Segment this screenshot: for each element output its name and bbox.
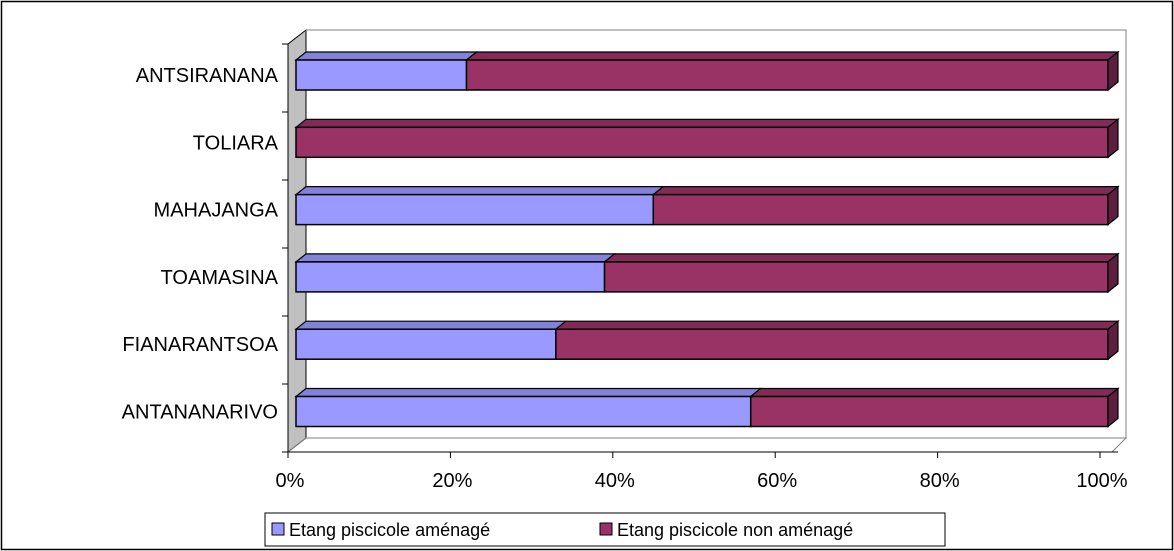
bar-segment[interactable] xyxy=(294,387,763,428)
bar-front-face xyxy=(295,126,1109,159)
bar-side-face xyxy=(1107,118,1119,159)
bar-segment[interactable] xyxy=(294,253,617,293)
legend-label: Etang piscicole aménagé xyxy=(289,520,490,540)
bar-segment[interactable] xyxy=(651,185,1120,226)
bar-segment[interactable] xyxy=(294,51,479,91)
bar-front-face xyxy=(749,395,1109,428)
bar-top-face xyxy=(294,253,617,263)
x-tick-label: 80% xyxy=(920,470,960,492)
legend-swatch xyxy=(599,522,613,536)
category-label: TOAMASINA xyxy=(161,267,279,289)
x-tick-label: 60% xyxy=(757,470,797,492)
back-wall xyxy=(306,29,1127,438)
category-label: ANTSIRANANA xyxy=(136,65,279,87)
bar-side-face xyxy=(1107,185,1119,226)
x-tick-label: 20% xyxy=(432,470,472,492)
axes: ANTSIRANANA TOLIARA MAHAJANGA TOAMASINA FIAN… xyxy=(122,43,1128,492)
bars xyxy=(294,50,1120,428)
bar-front-face xyxy=(295,261,606,293)
x-tick-label: 0% xyxy=(276,470,305,492)
bar-side-face xyxy=(1107,319,1119,361)
bar-segment[interactable] xyxy=(464,50,1120,92)
category-label: ANTANANARIVO xyxy=(122,402,278,424)
bar-front-face xyxy=(555,328,1109,360)
bar-side-face xyxy=(1107,50,1119,92)
x-tick-label: 40% xyxy=(595,470,635,492)
bar-front-face xyxy=(465,59,1109,91)
bar-segment[interactable] xyxy=(554,319,1120,361)
bar-segment[interactable] xyxy=(294,186,665,226)
bar-front-face xyxy=(652,193,1109,226)
bar-top-face xyxy=(294,51,479,61)
bar-front-face xyxy=(295,328,557,360)
bar-segment[interactable] xyxy=(602,252,1120,294)
bar-front-face xyxy=(295,193,655,226)
bar-top-face xyxy=(294,387,763,398)
legend-item[interactable]: Etang piscicole non aménagé xyxy=(599,520,853,540)
x-tick-label: 100% xyxy=(1076,470,1127,492)
bar-top-face xyxy=(554,320,1120,330)
bar-top-face xyxy=(602,253,1120,263)
bar-top-face xyxy=(749,387,1120,398)
category-label: TOLIARA xyxy=(193,132,279,154)
legend-label: Etang piscicole non aménagé xyxy=(617,520,853,540)
bar-top-face xyxy=(651,186,1120,196)
legend-swatch xyxy=(271,522,285,536)
legend-item[interactable]: Etang piscicole aménagé xyxy=(271,520,490,540)
category-label: FIANARANTSOA xyxy=(122,334,278,356)
bar-segment[interactable] xyxy=(294,320,568,360)
category-label: MAHAJANGA xyxy=(154,200,279,222)
bar-segment[interactable] xyxy=(294,118,1120,159)
bar-side-face xyxy=(1107,252,1119,294)
legend[interactable]: Etang piscicole aménagé Etang piscicole n… xyxy=(264,512,946,547)
bar-segment[interactable] xyxy=(749,387,1120,428)
bar-top-face xyxy=(464,51,1120,61)
bar-top-face xyxy=(294,118,1120,128)
bar-front-face xyxy=(295,59,468,91)
side-wall xyxy=(287,28,307,454)
bar-front-face xyxy=(603,261,1109,293)
floor xyxy=(287,437,1128,453)
bar-side-face xyxy=(1107,387,1119,428)
bar-top-face xyxy=(294,320,568,330)
bar-front-face xyxy=(295,395,752,428)
bar-top-face xyxy=(294,186,665,196)
